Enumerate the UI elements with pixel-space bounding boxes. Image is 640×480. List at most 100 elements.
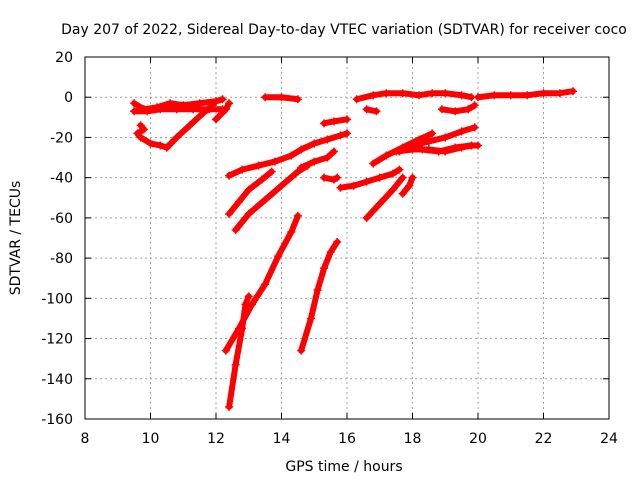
series-trace <box>226 293 252 410</box>
plus-marker <box>189 105 198 114</box>
plus-marker <box>172 105 181 114</box>
y-tick-label: -120 <box>41 332 73 348</box>
x-tick-label: 20 <box>469 431 487 447</box>
plus-marker <box>490 91 499 100</box>
y-axis-label: SDTVAR / TECUs <box>8 181 24 296</box>
plus-marker <box>225 402 234 411</box>
plus-marker <box>395 165 404 174</box>
plus-marker <box>172 133 181 142</box>
plus-marker <box>362 177 371 186</box>
plus-marker <box>231 360 240 369</box>
series-segment <box>418 141 482 156</box>
series-trace <box>222 212 301 354</box>
series-segment <box>133 121 171 152</box>
series-segment <box>362 173 407 222</box>
plus-marker <box>208 101 217 110</box>
plus-marker <box>310 157 319 166</box>
plus-marker <box>130 107 139 116</box>
plus-marker <box>146 139 155 148</box>
plus-marker <box>212 97 220 106</box>
plus-marker <box>415 91 424 100</box>
y-tick-label: 0 <box>64 90 73 106</box>
x-tick-label: 18 <box>404 431 422 447</box>
plus-marker <box>349 181 358 190</box>
plus-marker <box>133 129 142 138</box>
plus-marker <box>310 139 319 148</box>
plus-marker <box>293 95 302 104</box>
plus-marker <box>555 89 564 98</box>
plus-marker <box>362 105 371 114</box>
plus-marker <box>382 89 391 98</box>
plus-marker <box>244 209 253 218</box>
y-tick-label: -40 <box>50 171 73 187</box>
plus-marker <box>336 183 345 192</box>
series-segment <box>297 238 342 355</box>
plus-marker <box>437 105 446 114</box>
plus-marker <box>428 89 437 98</box>
plus-marker <box>225 99 234 108</box>
plus-marker <box>254 161 263 170</box>
plus-marker <box>352 95 361 104</box>
plus-marker <box>428 129 437 138</box>
plus-marker <box>329 147 338 156</box>
series-segment <box>261 93 302 104</box>
plus-marker <box>408 173 417 182</box>
plus-marker <box>451 143 460 152</box>
plus-marker <box>218 95 227 104</box>
plus-marker <box>506 91 515 100</box>
plus-marker <box>336 131 345 140</box>
plus-marker <box>221 346 230 355</box>
x-tick-label: 22 <box>535 431 553 447</box>
series-segment <box>474 87 577 102</box>
plus-marker <box>398 173 407 182</box>
plus-marker <box>369 159 378 168</box>
y-tick-label: -60 <box>50 211 73 227</box>
series-segment <box>221 211 302 355</box>
plus-marker <box>333 173 342 182</box>
x-tick-label: 8 <box>81 431 90 447</box>
plus-marker <box>270 157 279 166</box>
plus-marker <box>136 121 145 130</box>
plus-marker <box>225 209 234 218</box>
plus-marker <box>166 99 175 108</box>
plus-marker <box>195 99 204 108</box>
plus-marker <box>395 147 404 156</box>
series-trace <box>226 146 305 179</box>
x-tick-label: 10 <box>142 431 160 447</box>
plus-marker <box>464 105 473 114</box>
plus-marker <box>297 163 306 172</box>
series-trace <box>419 142 481 155</box>
plus-marker <box>234 197 243 206</box>
plus-marker <box>382 151 391 160</box>
plus-marker <box>398 189 407 198</box>
plus-marker <box>470 123 479 132</box>
plus-marker <box>244 292 253 301</box>
plus-marker <box>405 181 414 190</box>
grid <box>85 57 609 419</box>
plus-marker <box>244 185 253 194</box>
plus-marker <box>441 133 450 142</box>
y-tick-label: 20 <box>55 50 73 66</box>
plus-marker <box>297 346 306 355</box>
plus-marker <box>320 264 329 273</box>
plus-marker <box>362 213 371 222</box>
plus-marker <box>313 286 322 295</box>
plus-marker <box>231 225 240 234</box>
x-tick-label: 16 <box>338 431 356 447</box>
x-tick-label: 14 <box>273 431 291 447</box>
series-segment <box>395 123 479 156</box>
y-tick-label: -20 <box>50 130 73 146</box>
plus-marker <box>375 199 384 208</box>
series-segment <box>336 165 404 192</box>
plus-marker <box>333 238 342 247</box>
plus-marker <box>408 141 417 150</box>
plus-marker <box>388 169 397 178</box>
plus-marker <box>329 117 338 126</box>
plus-marker <box>185 121 194 130</box>
plus-marker <box>293 211 302 220</box>
plus-marker <box>241 300 250 309</box>
plus-marker <box>306 314 315 323</box>
series-trace <box>232 162 311 233</box>
series-segment <box>362 105 381 116</box>
plus-marker <box>372 107 381 116</box>
